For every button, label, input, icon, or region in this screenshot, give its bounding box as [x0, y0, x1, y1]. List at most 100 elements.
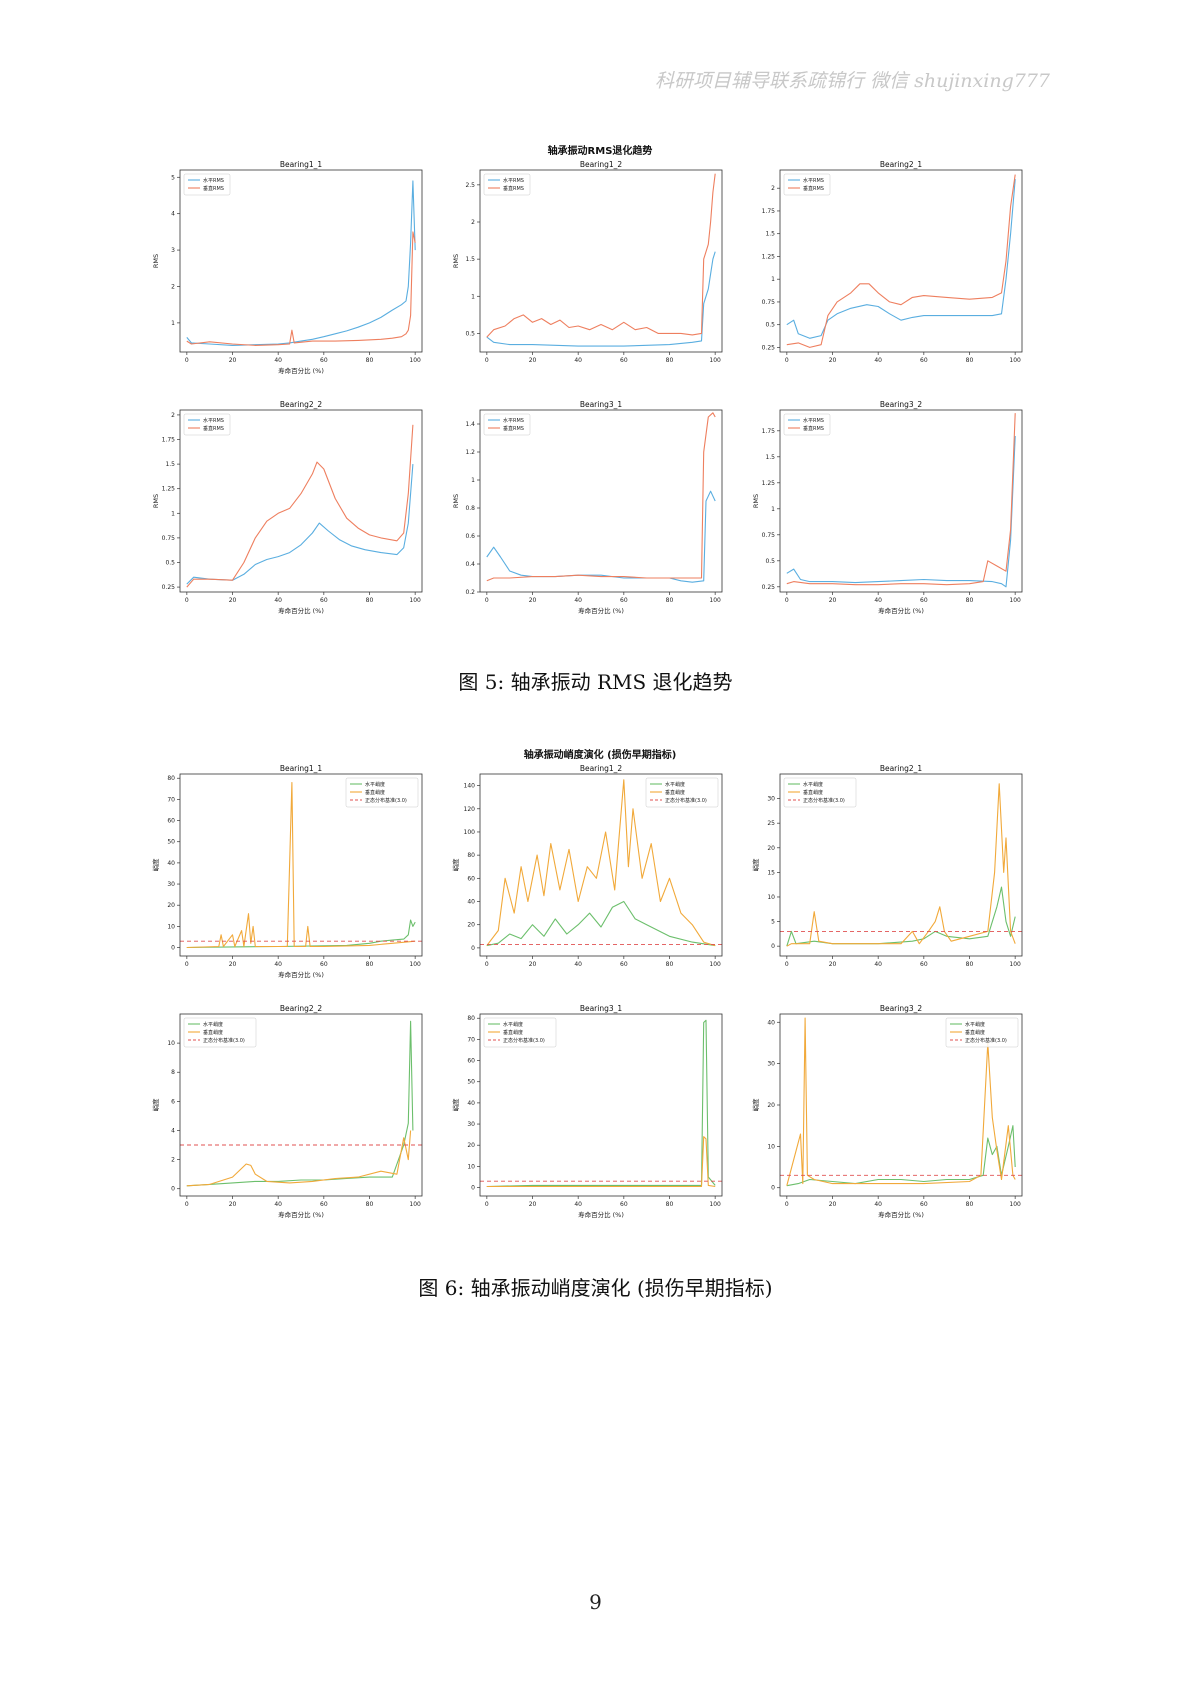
- y-tick-label: 0: [471, 1185, 475, 1192]
- x-tick-label: 80: [966, 961, 974, 968]
- legend-label: 正态分布基准(3.0): [503, 1037, 545, 1044]
- x-tick-label: 20: [529, 357, 537, 364]
- y-axis-label: 峭度: [151, 1098, 160, 1112]
- x-tick-label: 60: [320, 961, 328, 968]
- x-axis-label: 寿命百分比 (%): [878, 1210, 924, 1219]
- y-tick-label: 2.5: [465, 182, 475, 189]
- chart-title: Bearing2_1: [880, 764, 923, 773]
- chart-title: Bearing1_2: [580, 160, 623, 169]
- chart-svg: Bearing1_1 0 20 40 60 80 100 0 10 20 30 40 50 60 70 80 寿…: [151, 764, 423, 979]
- y-tick-label: 0.8: [465, 505, 475, 512]
- legend-label: 水平峭度: [965, 1021, 985, 1028]
- y-tick-label: 1.75: [762, 428, 776, 435]
- x-tick-label: 100: [409, 357, 421, 364]
- chart-svg: Bearing1_2 0 20 40 60 80 100 0.5 1 1.5 2 2.5 RMS 水平RM…: [452, 160, 723, 364]
- chart-svg: Bearing2_1 0 20 40 60 80 100 0 5 10 15 20 25 30 峭度 水平峭度…: [751, 764, 1023, 968]
- x-tick-label: 60: [920, 1201, 928, 1208]
- kurtosis-panel-bearing2-2: Bearing2_2 0 20 40 60 80 100 0 2 4 6 8 10 寿命百分比 (%) 峭度…: [150, 1000, 430, 1226]
- legend-label: 正态分布基准(3.0): [665, 797, 707, 804]
- legend-box: [783, 413, 831, 436]
- legend-label: 水平RMS: [203, 177, 224, 184]
- x-tick-label: 40: [274, 961, 282, 968]
- x-tick-label: 80: [366, 1201, 374, 1208]
- x-tick-label: 40: [574, 1201, 582, 1208]
- y-tick-label: 60: [467, 875, 475, 882]
- series-line-0: [486, 1019, 716, 1188]
- legend-box: [783, 173, 831, 196]
- y-axis-label: RMS: [152, 254, 160, 268]
- legend-label: 水平峭度: [203, 1021, 223, 1028]
- y-tick-label: 0.75: [162, 535, 176, 542]
- x-tick-label: 20: [229, 961, 237, 968]
- series-line-1: [486, 173, 716, 338]
- y-tick-label: 0.75: [762, 532, 776, 539]
- chart-title: Bearing2_2: [280, 1004, 323, 1013]
- x-tick-label: 20: [829, 961, 837, 968]
- y-tick-label: 0: [771, 1185, 775, 1192]
- x-tick-label: 60: [920, 961, 928, 968]
- x-axis-label: 寿命百分比 (%): [578, 1210, 624, 1219]
- x-tick-label: 100: [1009, 357, 1021, 364]
- legend-label: 垂直RMS: [503, 425, 524, 432]
- y-axis-label: RMS: [752, 494, 760, 508]
- x-tick-label: 80: [666, 1201, 674, 1208]
- x-tick-label: 100: [709, 961, 721, 968]
- y-axis-label: 峭度: [751, 1098, 760, 1112]
- y-tick-label: 8: [171, 1069, 175, 1076]
- y-tick-label: 40: [467, 899, 475, 906]
- x-axis-label: 寿命百分比 (%): [278, 366, 324, 375]
- y-tick-label: 60: [167, 818, 175, 825]
- x-tick-label: 80: [366, 961, 374, 968]
- x-tick-label: 60: [920, 597, 928, 604]
- series-line-1: [786, 1017, 1016, 1186]
- x-tick-label: 40: [274, 597, 282, 604]
- chart-svg: Bearing1_2 0 20 40 60 80 100 0 20 40 60 80 100 120 140…: [451, 764, 723, 968]
- x-tick-label: 20: [229, 1201, 237, 1208]
- y-tick-label: 40: [167, 860, 175, 867]
- y-tick-label: 1: [471, 477, 475, 484]
- legend-box: [945, 1017, 1019, 1048]
- y-tick-label: 1.5: [165, 461, 175, 468]
- y-tick-label: 2: [171, 412, 175, 419]
- series-line-0: [486, 490, 716, 583]
- x-tick-label: 0: [485, 357, 489, 364]
- x-tick-label: 40: [274, 1201, 282, 1208]
- legend-label: 水平RMS: [503, 417, 524, 424]
- x-tick-label: 20: [829, 357, 837, 364]
- x-tick-label: 60: [620, 1201, 628, 1208]
- x-axis-label: 寿命百分比 (%): [578, 606, 624, 615]
- x-tick-label: 60: [920, 357, 928, 364]
- y-tick-label: 0.5: [765, 322, 775, 329]
- chart-svg: Bearing3_2 0 20 40 60 80 100 0.25 0.5 0.75 1 1.25 1.…: [752, 400, 1023, 615]
- series-line-0: [786, 1125, 1016, 1187]
- x-tick-label: 20: [829, 1201, 837, 1208]
- y-tick-label: 30: [767, 1061, 775, 1068]
- x-tick-label: 80: [666, 597, 674, 604]
- y-axis-label: 峭度: [451, 1098, 460, 1112]
- y-tick-label: 20: [167, 902, 175, 909]
- series-group: [786, 413, 1016, 588]
- y-tick-label: 1.5: [465, 256, 475, 263]
- x-tick-label: 100: [709, 357, 721, 364]
- kurtosis-panel-bearing1-1: Bearing1_1 0 20 40 60 80 100 0 10 20 30 40 50 60 70 80 寿…: [150, 760, 430, 986]
- chart-title: Bearing1_1: [280, 764, 323, 773]
- y-tick-label: 1: [471, 293, 475, 300]
- series-line-0: [186, 180, 416, 346]
- y-tick-label: 1.25: [162, 486, 176, 493]
- x-tick-label: 40: [874, 597, 882, 604]
- y-tick-label: 2: [771, 185, 775, 192]
- x-tick-label: 60: [320, 597, 328, 604]
- series-group: [780, 783, 1022, 947]
- legend-label: 水平峭度: [803, 781, 823, 788]
- y-tick-label: 1.5: [765, 231, 775, 238]
- y-tick-label: 5: [171, 174, 175, 181]
- y-tick-label: 120: [464, 806, 476, 813]
- page-number: 9: [589, 1590, 602, 1614]
- plot-frame: [179, 409, 423, 593]
- plot-frame: [479, 409, 723, 593]
- figure-rms: 轴承振动RMS退化趋势 Bearing1_1 0 20 40 60 80 100 1 2 3 4 5 寿…: [150, 142, 1050, 642]
